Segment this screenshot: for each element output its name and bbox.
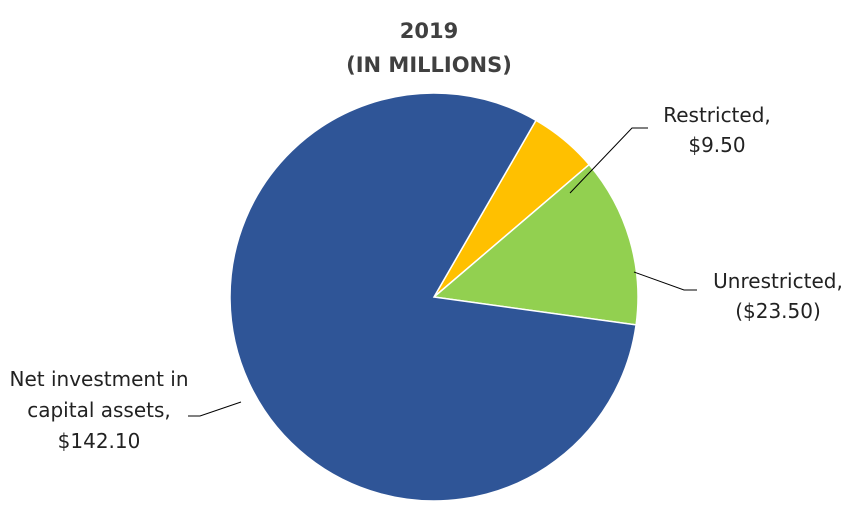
slice-net-investment bbox=[229, 92, 637, 502]
label-net-investment: Net investment in capital assets, $142.1… bbox=[4, 364, 194, 457]
label-net-investment-value: $142.10 bbox=[57, 429, 141, 453]
label-net-investment-name: Net investment in capital assets, bbox=[9, 367, 189, 422]
label-restricted-name: Restricted, bbox=[663, 103, 771, 127]
label-restricted: Restricted, $9.50 bbox=[652, 100, 782, 160]
leader-line-restricted bbox=[569, 127, 648, 194]
pie-slices bbox=[229, 92, 639, 502]
leader-lines bbox=[188, 127, 697, 417]
slice-unrestricted bbox=[432, 163, 639, 326]
label-unrestricted-value: ($23.50) bbox=[735, 299, 821, 323]
label-unrestricted-name: Unrestricted, bbox=[713, 269, 843, 293]
label-restricted-value: $9.50 bbox=[688, 133, 746, 157]
chart-subtitle: (IN MILLIONS) bbox=[346, 53, 512, 77]
leader-line-unrestricted bbox=[633, 271, 697, 291]
chart-title: 2019 (IN MILLIONS) bbox=[0, 14, 858, 82]
chart-title-year: 2019 bbox=[399, 19, 459, 43]
label-unrestricted: Unrestricted, ($23.50) bbox=[698, 266, 858, 326]
leader-line-net-investment bbox=[188, 401, 242, 417]
